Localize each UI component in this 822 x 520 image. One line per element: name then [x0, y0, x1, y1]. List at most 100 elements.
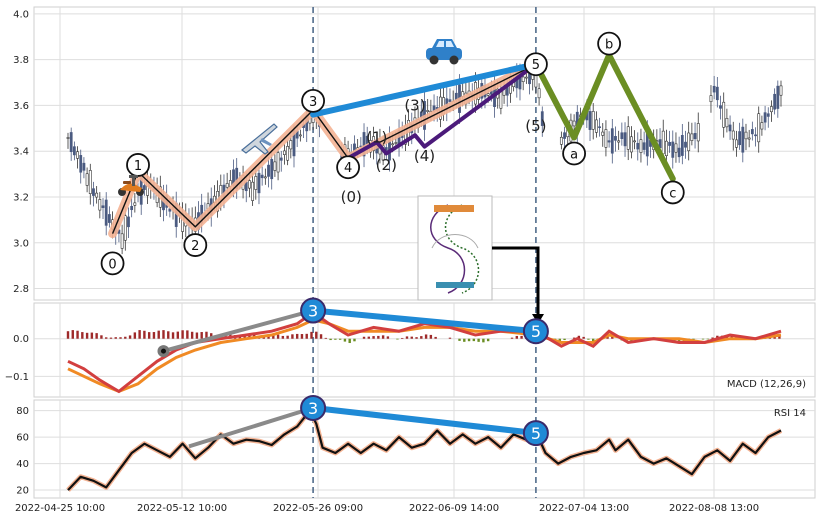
macd-histogram-bar	[315, 331, 318, 339]
candle-body	[133, 202, 137, 206]
macd-histogram-bar	[429, 334, 433, 339]
candle-body	[95, 192, 99, 198]
wave-label: a	[570, 148, 578, 163]
macd-histogram-bar	[119, 337, 122, 339]
y-tick-label: 0.0	[13, 334, 29, 345]
macd-histogram-bar	[176, 331, 180, 339]
macd-histogram-bar	[147, 332, 151, 339]
candle-body	[82, 162, 86, 171]
y-tick-label: 3.8	[13, 55, 29, 66]
candle-body	[684, 141, 687, 148]
macd-histogram-bar	[582, 336, 585, 339]
candle-body	[738, 131, 742, 146]
candle-body	[604, 129, 608, 148]
candle-body	[88, 170, 92, 194]
macd-divergence-gray-line	[162, 308, 314, 354]
x-tick-label: 2022-07-04 13:00	[539, 503, 629, 514]
candle-body	[588, 111, 592, 130]
macd-histogram-bar	[472, 338, 476, 342]
macd-histogram-bar	[558, 338, 561, 342]
macd-histogram-bar	[778, 335, 781, 339]
macd-histogram-bar	[143, 330, 146, 339]
x-tick-label: 2022-05-26 09:00	[273, 503, 363, 514]
macd-histogram-bar	[171, 332, 175, 339]
macd-histogram-bar	[81, 332, 84, 339]
candle-body	[120, 233, 124, 249]
wave-label: c	[669, 186, 676, 201]
airplane-icon	[241, 123, 278, 155]
candle-body	[779, 85, 783, 96]
y-tick-label: 3.2	[13, 192, 29, 203]
macd-histogram-bar	[367, 336, 370, 339]
candle-body	[741, 126, 745, 153]
macd-histogram-bar	[348, 338, 351, 344]
macd-histogram-bar	[305, 333, 308, 339]
y-tick-label: 3.6	[13, 101, 29, 112]
candle-body	[85, 173, 89, 186]
candle-body	[696, 123, 700, 142]
macd-histogram-bar	[515, 335, 519, 339]
candle-body	[668, 142, 671, 146]
candle-body	[273, 161, 277, 171]
y-tick-label: 4.0	[13, 9, 29, 20]
candle-body	[620, 132, 624, 139]
rsi-divergence-trend-line	[312, 404, 537, 437]
x-tick-label: 2022-08-08 13:00	[669, 503, 759, 514]
candle-body	[747, 137, 751, 140]
candle-body	[142, 185, 146, 190]
candle-body	[257, 172, 261, 194]
y-tick-label: 60	[16, 433, 29, 444]
candle-body	[572, 120, 576, 127]
macd-histogram-bar	[114, 337, 117, 339]
macd-histogram-bar	[520, 335, 523, 339]
candle-body	[728, 124, 732, 132]
macd-histogram-bar	[338, 338, 342, 340]
macd-histogram-bar	[157, 330, 160, 339]
macd-histogram-bar	[200, 332, 203, 339]
candle-body	[69, 132, 73, 153]
macd-histogram-bar	[329, 338, 332, 341]
candle-body	[394, 142, 398, 144]
y-tick-label: −0.1	[5, 372, 29, 383]
candle-body	[362, 132, 366, 157]
wave-label: 2	[191, 239, 199, 254]
wave-label: 0	[108, 257, 116, 272]
candle-body	[298, 134, 302, 137]
macd-histogram-bar	[572, 337, 576, 339]
rsi-divergence-gray-line	[188, 405, 314, 449]
macd-histogram-bar	[577, 335, 581, 339]
candle-body	[540, 111, 544, 126]
macd-histogram-bar	[133, 332, 137, 339]
wave-label: (4)	[414, 147, 435, 165]
candle-body	[629, 136, 633, 153]
candle-body	[130, 205, 134, 211]
macd-histogram-bar	[205, 331, 208, 339]
candle-body	[642, 142, 646, 150]
candle-body	[661, 130, 665, 155]
macd-divergence-marker	[522, 318, 549, 345]
macd-histogram-bar	[162, 330, 165, 339]
wave-label: 1	[134, 159, 142, 174]
candle-body	[750, 129, 754, 135]
macd-histogram-bar	[66, 331, 70, 339]
macd-histogram-bar	[477, 338, 480, 342]
macd-histogram-bar	[486, 338, 490, 342]
macd-panel	[33, 302, 816, 398]
macd-histogram-bar	[706, 338, 709, 340]
candle-body	[715, 86, 719, 101]
candle-body	[626, 126, 630, 150]
rsi-divergence-label: 3	[308, 399, 318, 418]
candle-body	[677, 147, 681, 158]
rsi-divergence-marker	[300, 394, 327, 421]
candle-body	[687, 132, 691, 152]
macd-histogram-bar	[334, 338, 337, 340]
candle-body	[773, 93, 777, 110]
macd-histogram-bar	[124, 336, 127, 339]
wave-label-circle	[562, 141, 587, 166]
wave-label-circle	[100, 251, 125, 276]
rsi-line	[67, 409, 782, 491]
macd-histogram-bar	[510, 337, 514, 339]
wave-labels: 0 1 2 3 4 5 a b c (0) (1) (2) (3) (4) (5)	[100, 31, 685, 276]
macd-histogram-bar	[396, 338, 399, 340]
macd-histogram-bar	[372, 336, 375, 339]
